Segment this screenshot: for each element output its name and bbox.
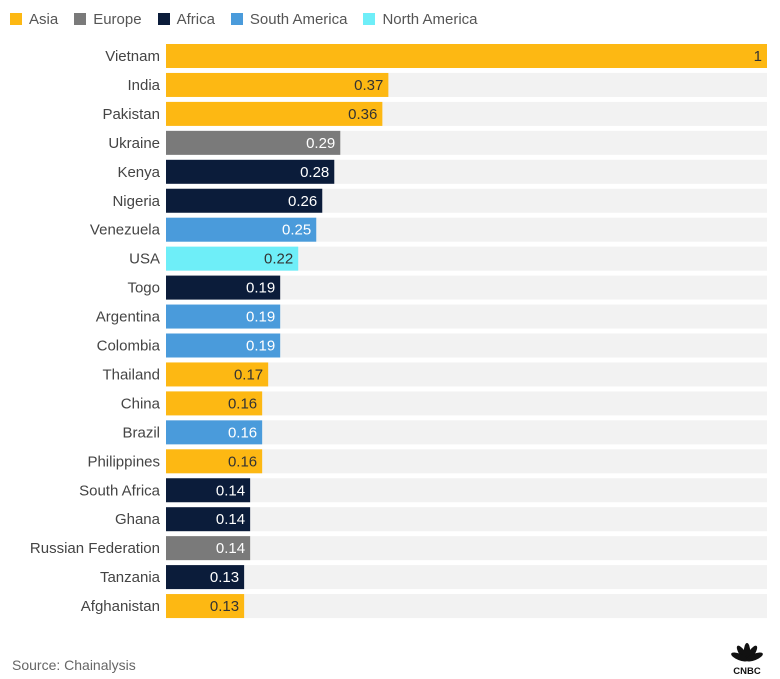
bar	[166, 217, 317, 242]
value-label: 0.29	[306, 135, 335, 152]
legend-item: Europe	[74, 10, 142, 28]
category-label: Colombia	[97, 338, 161, 355]
category-label: Togo	[127, 280, 160, 297]
bar-track	[166, 449, 767, 474]
legend-item: North America	[363, 10, 478, 28]
legend-swatch	[363, 13, 376, 25]
category-label: USA	[129, 251, 160, 268]
legend-label: Africa	[176, 10, 215, 28]
value-label: 0.14	[216, 511, 245, 528]
category-label: India	[127, 77, 160, 94]
value-label: 0.14	[216, 540, 245, 557]
category-label: Pakistan	[102, 106, 160, 123]
value-label: 0.16	[228, 453, 257, 470]
legend-label: North America	[382, 10, 478, 28]
value-label: 0.17	[234, 366, 263, 383]
value-label: 1	[754, 48, 762, 65]
value-label: 0.26	[288, 193, 317, 210]
value-label: 0.19	[246, 309, 275, 326]
bar	[166, 72, 389, 97]
bar	[166, 333, 281, 358]
category-label: Tanzania	[100, 569, 161, 586]
bar	[166, 420, 263, 445]
legend-label: South America	[249, 10, 348, 28]
bar	[166, 188, 323, 213]
category-label: Brazil	[122, 424, 160, 441]
legend-swatch	[230, 13, 243, 25]
legend-swatch	[157, 13, 170, 25]
category-label: Nigeria	[112, 193, 160, 210]
legend-item: Asia	[10, 11, 58, 28]
category-label: Argentina	[96, 309, 161, 326]
legend-swatch	[74, 13, 87, 25]
category-label: Vietnam	[105, 48, 160, 65]
svg-text:CNBC: CNBC	[733, 666, 761, 676]
chart-legend: Asia Europe Africa South America North Ameri…	[10, 8, 494, 30]
value-label: 0.19	[246, 338, 275, 355]
bar-chart: Vietnam 1 India 0.37 Pakistan 0.36 Ukraine 0.29…	[30, 44, 767, 619]
bar-track	[166, 594, 767, 619]
bar	[166, 362, 269, 387]
legend-swatch	[10, 13, 22, 25]
category-label: Thailand	[102, 366, 160, 383]
bar	[166, 391, 263, 416]
value-label: 0.25	[282, 222, 311, 239]
category-label: Ghana	[115, 511, 161, 528]
value-label: 0.14	[216, 482, 245, 499]
value-label: 0.13	[210, 598, 239, 615]
value-label: 0.13	[210, 569, 239, 586]
bar-track	[166, 391, 767, 416]
value-label: 0.36	[348, 106, 377, 123]
category-label: Kenya	[117, 164, 160, 181]
bar	[166, 594, 245, 619]
legend-item: South America	[230, 10, 348, 28]
category-label: Philippines	[87, 453, 160, 470]
bar-track	[166, 536, 767, 561]
category-label: Venezuela	[90, 222, 161, 239]
category-label: China	[121, 395, 161, 412]
bar	[166, 130, 341, 155]
bar	[166, 159, 335, 184]
bar-track	[166, 478, 767, 503]
value-label: 0.22	[264, 251, 293, 268]
bar	[166, 478, 251, 503]
bar	[166, 246, 299, 271]
bar	[166, 101, 383, 126]
value-label: 0.16	[228, 395, 257, 412]
bar	[166, 304, 281, 329]
category-label: Ukraine	[108, 135, 160, 152]
value-label: 0.37	[354, 77, 383, 94]
legend-label: Europe	[93, 10, 142, 28]
legend-label: Asia	[29, 10, 59, 28]
bar	[166, 44, 767, 68]
category-label: Russian Federation	[30, 540, 160, 557]
legend-item: Africa	[157, 10, 215, 28]
category-label: Afghanistan	[81, 598, 160, 615]
bar	[166, 275, 281, 300]
source-note: Source: Chainalysis	[12, 657, 136, 673]
category-label: South Africa	[79, 482, 161, 499]
bar-track	[166, 565, 767, 590]
value-label: 0.28	[300, 164, 329, 181]
bar	[166, 449, 263, 474]
bar	[166, 565, 245, 590]
bar-track	[166, 507, 767, 532]
bar	[166, 536, 251, 561]
value-label: 0.19	[246, 280, 275, 297]
bar	[166, 507, 251, 532]
value-label: 0.16	[228, 424, 257, 441]
bar-track	[166, 420, 767, 445]
cnbc-peacock-logo: CNBC	[731, 643, 763, 676]
